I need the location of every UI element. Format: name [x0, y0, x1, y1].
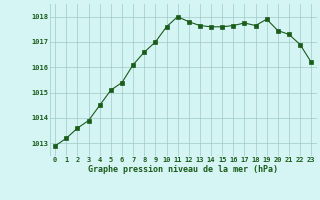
X-axis label: Graphe pression niveau de la mer (hPa): Graphe pression niveau de la mer (hPa) — [88, 165, 278, 174]
